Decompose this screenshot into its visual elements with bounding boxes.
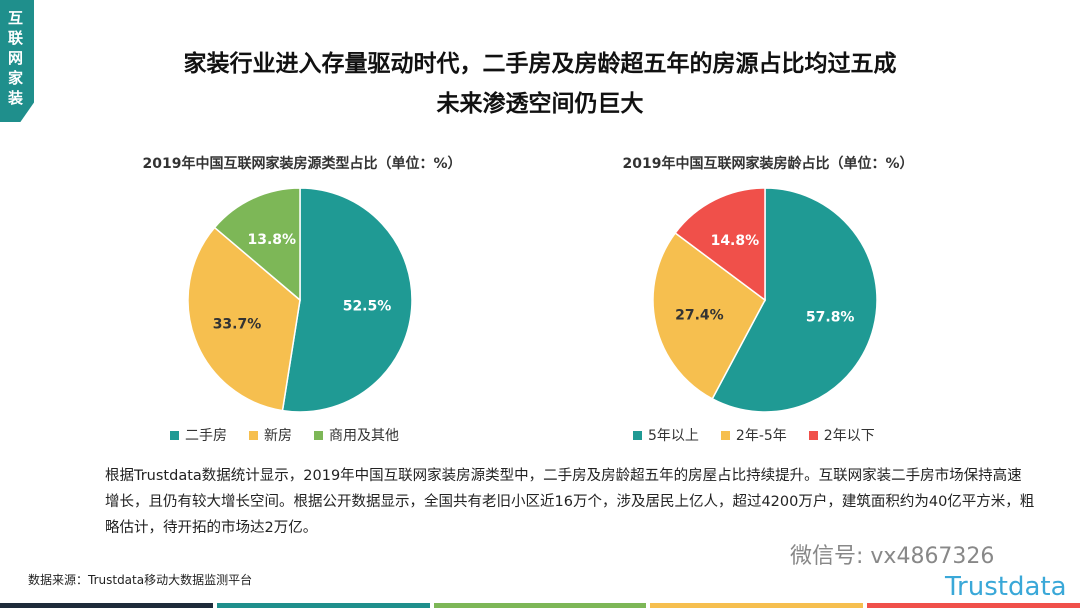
legend-label: 2年-5年 [735, 428, 787, 444]
chart2-title: 2019年中国互联网家装房龄占比（单位：%） [622, 156, 914, 172]
pie-slice [674, 187, 766, 302]
legend-label: 二手房 [185, 428, 227, 444]
data-label: 52.5% [343, 298, 392, 314]
chart2-legend: 5年以上 2年-5年 2年以下 [633, 425, 875, 445]
legend-item: 2年-5年 [720, 425, 787, 445]
pie-slice [281, 187, 413, 413]
chart1-title: 2019年中国互联网家装房源类型占比（单位：%） [142, 156, 462, 172]
trustdata-logo: Trustdata [945, 572, 1067, 602]
pie-slice [652, 231, 766, 400]
legend-label: 5年以上 [648, 428, 699, 444]
legend-item: 二手房 [170, 425, 227, 445]
data-label: 13.8% [247, 232, 296, 248]
data-label: 33.7% [213, 316, 262, 332]
legend-swatch [808, 431, 818, 440]
pie-slice [711, 187, 878, 413]
legend-item: 2年以下 [808, 425, 875, 445]
legend-swatch [633, 431, 642, 440]
legend-label: 商用及其他 [329, 428, 399, 444]
legend-label: 新房 [264, 428, 292, 444]
chart2-pie: 57.8% 27.4% 14.8% [652, 187, 878, 413]
footer-bar [216, 603, 430, 608]
pie-slice [187, 226, 301, 412]
footer-bar [650, 603, 864, 608]
section-tag: 互联网家装 [0, 0, 34, 122]
slide-title: 家装行业进入存量驱动时代，二手房及房龄超五年的房源占比均过五成 [183, 51, 897, 77]
legend-swatch [170, 431, 179, 440]
slide-subtitle: 未来渗透空间仍巨大 [436, 91, 644, 117]
legend-swatch [720, 431, 730, 440]
footer-bar [0, 603, 213, 608]
footer-bar [867, 603, 1080, 608]
legend-label: 2年以下 [823, 428, 875, 444]
chart1-pie: 52.5% 33.7% 13.8% [187, 187, 413, 413]
chart1-legend: 二手房 新房 商用及其他 [170, 425, 399, 445]
legend-item: 商用及其他 [314, 425, 399, 445]
watermark: 微信号: vx4867326 [790, 544, 995, 569]
data-label: 27.4% [675, 308, 724, 324]
pie-slice [213, 187, 301, 302]
legend-item: 5年以上 [633, 425, 699, 445]
legend-swatch [314, 431, 323, 440]
source-note: 数据来源：Trustdata移动大数据监测平台 [28, 573, 253, 587]
body-text: 根据Trustdata数据统计显示，2019年中国互联网家装房源类型中，二手房及… [105, 468, 1035, 536]
legend-swatch [249, 431, 258, 440]
data-label: 57.8% [806, 309, 855, 325]
footer-color-bars [0, 603, 1080, 608]
legend-item: 新房 [249, 425, 292, 445]
footer-bar [433, 603, 647, 608]
data-label: 14.8% [711, 233, 760, 249]
